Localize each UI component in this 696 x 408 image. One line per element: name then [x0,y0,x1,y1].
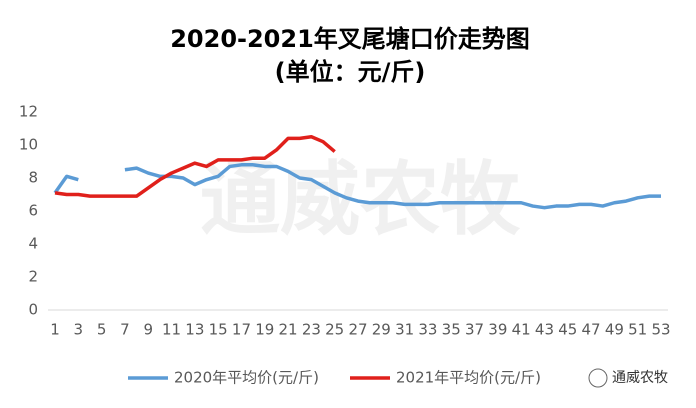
x-tick-label: 17 [232,321,251,339]
y-tick-label: 10 [19,136,38,154]
x-tick-label: 47 [582,321,601,339]
y-tick-label: 8 [28,169,38,187]
y-tick-label: 4 [28,235,38,253]
chart-title: 2020-2021年叉尾塘口价走势图 [170,25,530,53]
x-tick-label: 45 [558,321,577,339]
chart-subtitle: (单位：元/斤) [275,58,426,86]
x-tick-label: 25 [325,321,344,339]
y-tick-label: 12 [19,103,38,121]
x-tick-label: 37 [465,321,484,339]
x-tick-label: 49 [605,321,624,339]
source-icon [588,368,608,388]
x-tick-label: 29 [372,321,391,339]
x-tick-label: 1 [50,321,60,339]
x-tick-label: 9 [143,321,153,339]
y-tick-label: 0 [28,301,38,319]
series-line [54,135,336,198]
x-tick-label: 31 [395,321,414,339]
x-tick-label: 27 [348,321,367,339]
x-tick-label: 53 [651,321,670,339]
y-tick-label: 6 [28,202,38,220]
x-tick-label: 33 [418,321,437,339]
x-tick-label: 5 [97,321,107,339]
x-tick-label: 11 [162,321,181,339]
x-tick-label: 21 [279,321,298,339]
x-tick-label: 19 [255,321,274,339]
x-tick-label: 13 [185,321,204,339]
legend-label: 2021年平均价(元/斤) [396,369,541,387]
legend-label: 2020年平均价(元/斤) [174,369,319,387]
x-tick-label: 7 [120,321,130,339]
y-tick-label: 2 [28,268,38,286]
x-tick-label: 35 [442,321,461,339]
source: 通威农牧 [612,370,668,386]
x-tick-label: 15 [209,321,228,339]
x-tick-label: 23 [302,321,321,339]
x-tick-label: 41 [512,321,531,339]
x-tick-label: 3 [74,321,84,339]
series-line [53,163,661,210]
x-tick-label: 51 [628,321,647,339]
x-tick-label: 39 [488,321,507,339]
watermark: 通威农牧 [200,153,521,246]
x-tick-label: 43 [535,321,554,339]
